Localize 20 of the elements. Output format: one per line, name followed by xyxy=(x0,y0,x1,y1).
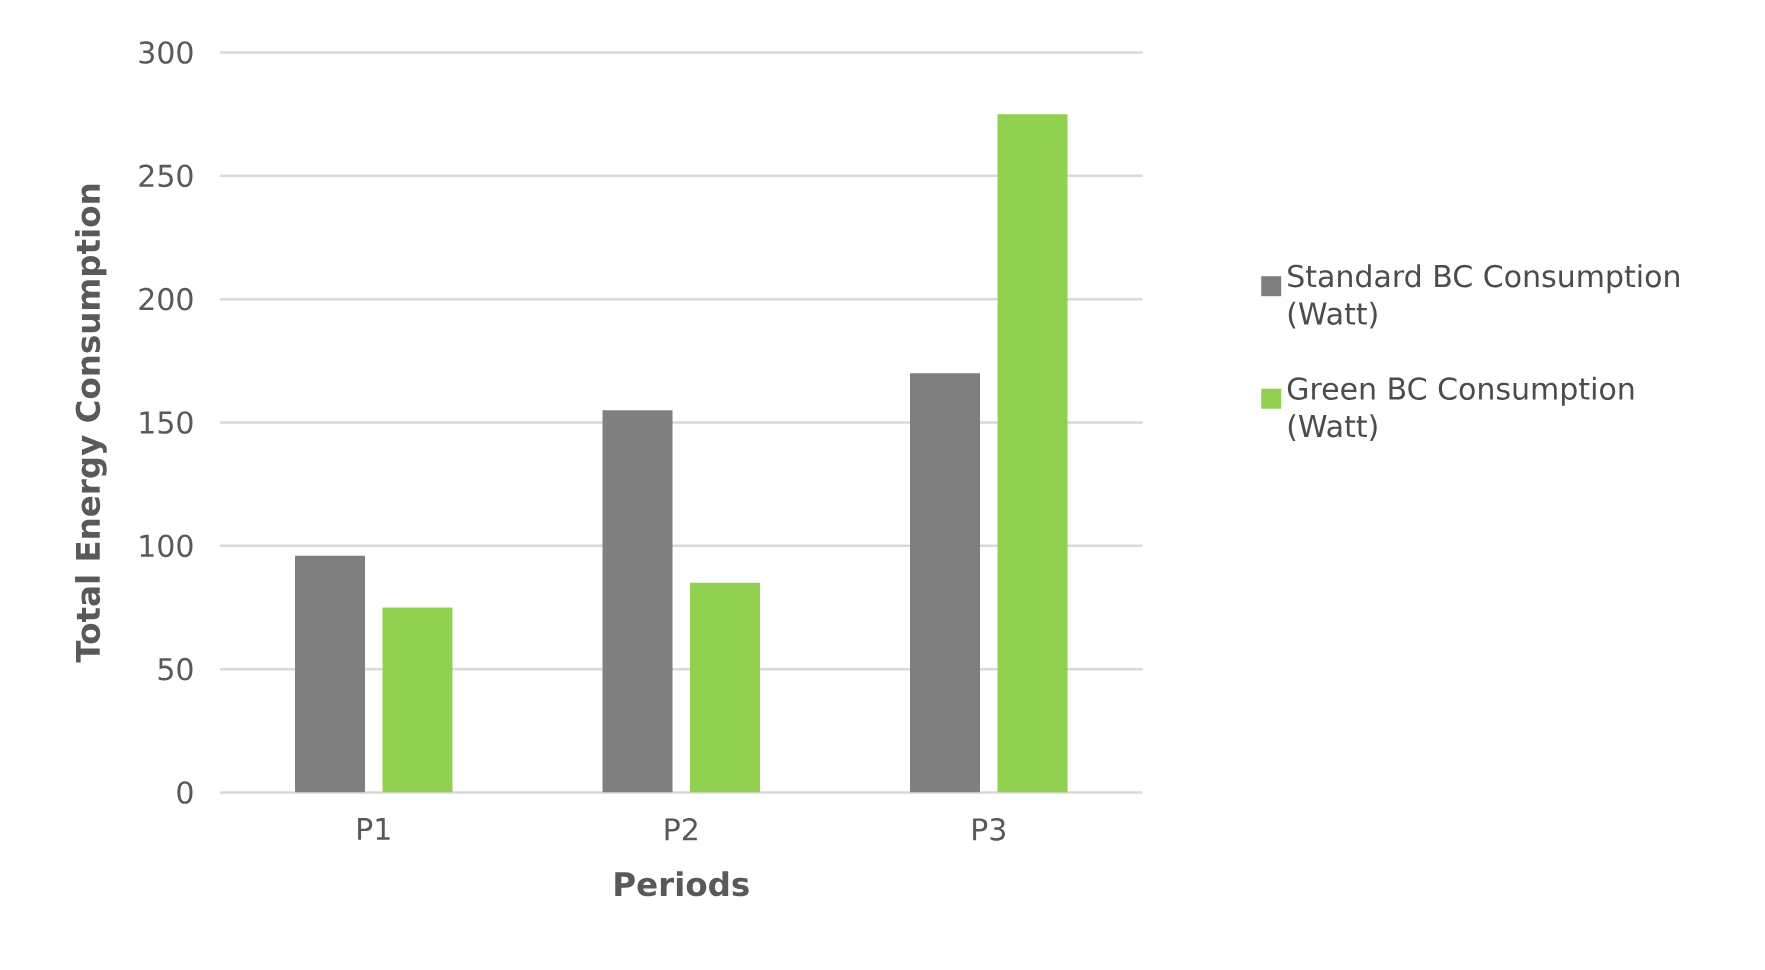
y-tick-label: 100 xyxy=(140,534,193,558)
y-tick-label: 0 xyxy=(177,781,193,804)
y-tick-label: 150 xyxy=(140,411,193,434)
bar xyxy=(910,373,981,793)
x-tick-label: P2 xyxy=(665,817,697,841)
x-tick-label: P1 xyxy=(358,817,390,840)
legend-label: Standard BC Consumption (Watt) xyxy=(1288,264,1679,329)
y-tick-label: 300 xyxy=(139,41,193,64)
legend-label: Green BC Consumption (Watt) xyxy=(1287,376,1634,441)
bar xyxy=(997,114,1068,793)
y-tick-label: 200 xyxy=(139,287,193,311)
x-tick-label: P3 xyxy=(973,817,1005,841)
bar xyxy=(382,607,453,793)
x-axis-title: Periods xyxy=(615,871,749,897)
y-axis-title: Total Energy Consumption xyxy=(75,184,107,663)
bar xyxy=(602,410,673,793)
y-tick-label: 250 xyxy=(139,164,193,188)
y-tick-label: 50 xyxy=(158,657,193,681)
bar xyxy=(690,582,761,793)
bar xyxy=(295,555,366,793)
